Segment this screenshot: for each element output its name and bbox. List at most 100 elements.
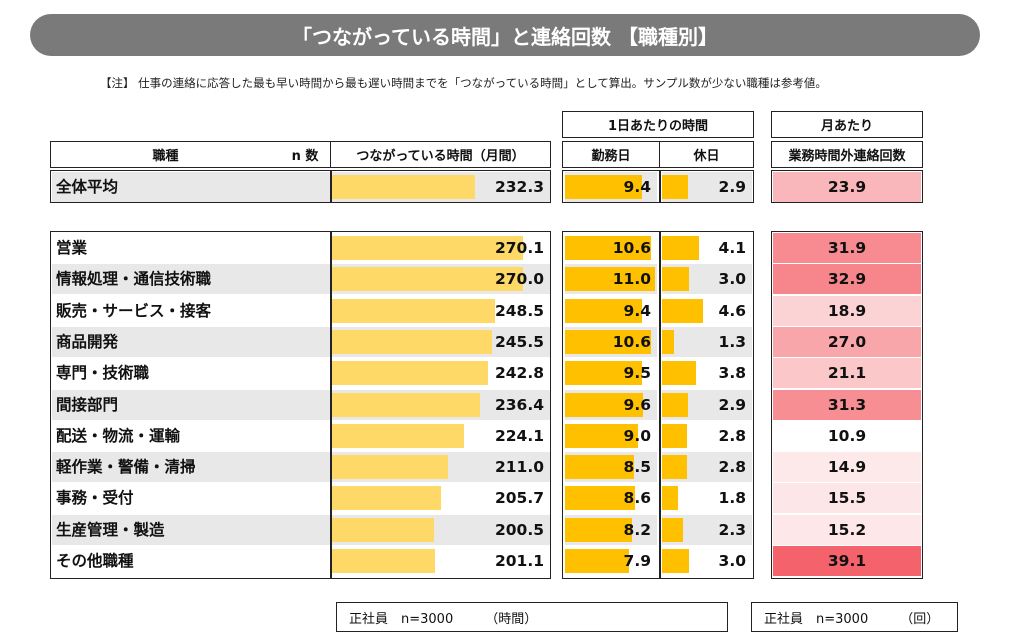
workday-bar: [565, 361, 643, 385]
holiday-bar: [662, 455, 688, 479]
job-label: 販売・サービス・接客: [56, 302, 212, 320]
contacts-value: 15.2: [773, 515, 921, 545]
holiday-value: 4.6: [718, 302, 746, 320]
contacts-value: 32.9: [773, 264, 921, 294]
holiday-bar: [662, 424, 688, 448]
connected-bar: [332, 267, 523, 291]
holiday-bar: [662, 236, 699, 260]
workday-bar: [565, 236, 652, 260]
holiday-value: 2.3: [718, 521, 746, 539]
workday-bar: [565, 549, 630, 573]
job-label: 事務・受付: [56, 489, 134, 507]
workday-bar: [565, 299, 642, 323]
workday-bar: [565, 267, 655, 291]
job-label: 生産管理・製造: [56, 521, 165, 539]
job-label: 間接部門: [56, 396, 119, 414]
job-label: 商品開発: [56, 333, 119, 351]
contacts-value: 21.1: [773, 358, 921, 388]
chart-title: 「つながっている時間」と連絡回数 【職種別】: [30, 14, 980, 56]
contacts-value: 27.0: [773, 327, 921, 357]
connected-value: 245.5: [494, 333, 544, 351]
contacts-value: 14.9: [773, 452, 921, 482]
holiday-bar: [662, 361, 697, 385]
holiday-value: 3.0: [718, 270, 746, 288]
holiday-bar: [662, 330, 674, 354]
holiday-value: 2.8: [718, 458, 746, 476]
connected-bar: [332, 175, 475, 199]
workday-value: 8.6: [623, 489, 651, 507]
footer-right: 正社員 n=3000 （回）: [751, 602, 958, 632]
holiday-bar: [662, 299, 704, 323]
contacts-value: 23.9: [773, 172, 921, 202]
workday-value: 9.4: [623, 302, 651, 320]
job-label: 配送・物流・運輸: [56, 427, 181, 445]
job-label: 営業: [56, 239, 88, 257]
divider: [659, 170, 661, 203]
workday-value: 8.2: [623, 521, 651, 539]
connected-bar: [332, 424, 465, 448]
holiday-value: 3.8: [718, 364, 746, 382]
header-holiday: 休日: [660, 141, 754, 168]
holiday-value: 1.3: [718, 333, 746, 351]
workday-bar: [565, 175, 642, 199]
connected-bar: [332, 549, 435, 573]
holiday-value: 2.9: [718, 396, 746, 414]
connected-bar: [332, 393, 480, 417]
holiday-value: 4.1: [718, 239, 746, 257]
divider: [330, 231, 332, 579]
holiday-bar: [662, 175, 689, 199]
workday-bar: [565, 330, 652, 354]
workday-value: 11.0: [612, 270, 651, 288]
connected-bar: [332, 486, 441, 510]
connected-value: 242.8: [494, 364, 544, 382]
workday-bar: [565, 393, 644, 417]
job-label: 専門・技術職: [56, 364, 150, 382]
holiday-bar: [662, 518, 683, 542]
holiday-value: 1.8: [718, 489, 746, 507]
divider: [330, 170, 332, 203]
holiday-value: 2.8: [718, 427, 746, 445]
job-label: 軽作業・警備・清掃: [56, 458, 196, 476]
contacts-value: 31.9: [773, 233, 921, 263]
workday-bar: [565, 486, 635, 510]
footer-right-label: 正社員 n=3000: [764, 611, 869, 627]
connected-bar: [332, 330, 492, 354]
job-label: 情報処理・通信技術職: [56, 270, 212, 288]
header-contacts: 業務時間外連絡回数: [771, 141, 923, 168]
contacts-value: 15.5: [773, 483, 921, 513]
workday-value: 9.5: [623, 364, 651, 382]
connected-value: 205.7: [494, 489, 544, 507]
contacts-value: 31.3: [773, 390, 921, 420]
workday-value: 9.6: [623, 396, 651, 414]
workday-value: 10.6: [612, 239, 651, 257]
workday-bar: [565, 455, 635, 479]
connected-bar: [332, 455, 448, 479]
workday-bar: [565, 424, 639, 448]
workday-value: 7.9: [623, 552, 651, 570]
holiday-bar: [662, 393, 689, 417]
group-header-monthly: 月あたり: [771, 111, 923, 138]
table-row: 軽作業・警備・清掃(41): [52, 452, 550, 482]
header-n: n 数: [280, 141, 330, 168]
header-workday: 勤務日: [562, 141, 660, 168]
holiday-value: 2.9: [718, 178, 746, 196]
table-row: 生産管理・製造(451): [52, 515, 550, 545]
workday-value: 9.0: [623, 427, 651, 445]
workday-value: 9.4: [623, 178, 651, 196]
holiday-bar: [662, 486, 679, 510]
contacts-value: 18.9: [773, 296, 921, 326]
header-connected: つながっている時間（月間）: [330, 141, 551, 168]
contacts-value: 10.9: [773, 421, 921, 451]
connected-bar: [332, 236, 523, 260]
connected-bar: [332, 299, 496, 323]
contacts-value: 39.1: [773, 546, 921, 576]
holiday-bar: [662, 267, 689, 291]
holiday-value: 3.0: [718, 552, 746, 570]
footer-right-unit: （回）: [900, 611, 940, 627]
connected-value: 232.3: [494, 178, 544, 196]
footer-left: 正社員 n=3000 （時間）: [336, 602, 728, 632]
job-label: その他職種: [56, 552, 134, 570]
job-label: 全体平均: [56, 178, 119, 196]
connected-value: 224.1: [494, 427, 544, 445]
header-job: 職種: [50, 141, 280, 168]
